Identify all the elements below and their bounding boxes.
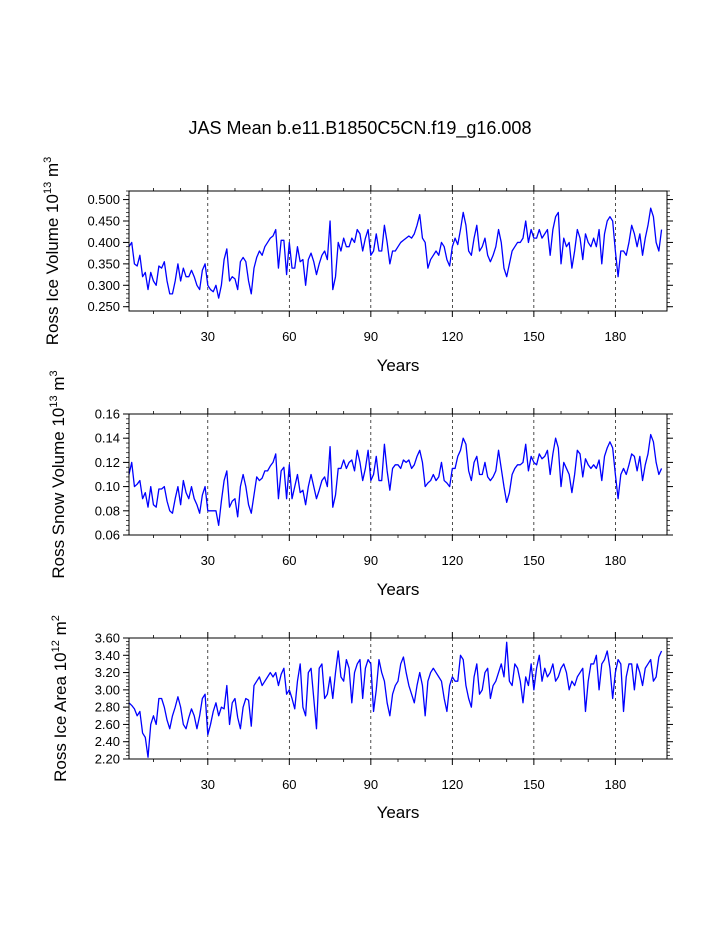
y-tick-label: 3.60 <box>95 631 120 646</box>
y-tick-label: 0.08 <box>95 503 120 518</box>
y-axis-label-superscript: 3 <box>42 157 54 163</box>
y-tick-label: 0.400 <box>87 235 120 250</box>
y-tick-label: 0.10 <box>95 479 120 494</box>
y-axis-label-superscript: 3 <box>48 370 60 376</box>
y-tick-label: 0.450 <box>87 214 120 229</box>
y-tick-label: 0.300 <box>87 278 120 293</box>
x-tick-label: 180 <box>605 553 627 568</box>
y-axis-label-text: Ross Snow Volume 10 <box>49 408 68 579</box>
figure-title: JAS Mean b.e11.B1850C5CN.f19_g16.008 <box>189 118 532 139</box>
y-axis-label: Ross Ice Area 1012 m2 <box>50 615 70 782</box>
y-axis-label: Ross Ice Volume 1013 m3 <box>42 157 62 345</box>
x-tick-label: 60 <box>282 777 296 792</box>
x-tick-label: 30 <box>201 329 215 344</box>
y-tick-label: 2.60 <box>95 717 120 732</box>
x-tick-label: 180 <box>605 329 627 344</box>
x-tick-label: 90 <box>364 553 378 568</box>
panel-ross-ice-area: 30 60 90 120 150 180 2.20 2.40 2.60 2.80 3.00 3.20 3… <box>50 615 673 822</box>
x-axis-label: Years <box>377 803 420 822</box>
y-axis-label-superscript: 13 <box>48 395 60 407</box>
panel-ross-snow-volume: 30 60 90 120 150 180 0.06 0.08 0.10 0.12 0.14 0.16 Y… <box>48 370 673 599</box>
y-axis-label-text: m <box>43 163 62 182</box>
x-tick-label: 60 <box>282 553 296 568</box>
x-tick-label: 120 <box>441 553 463 568</box>
y-axis-label-text: Ross Ice Area 10 <box>51 652 70 781</box>
series-line <box>128 641 663 758</box>
x-tick-label: 30 <box>201 553 215 568</box>
x-tick-label: 30 <box>201 777 215 792</box>
y-axis-label-superscript: 2 <box>50 615 62 621</box>
x-axis-label: Years <box>377 356 420 375</box>
y-tick-label: 0.16 <box>95 407 120 422</box>
y-axis-label: Ross Snow Volume 1013 m3 <box>48 370 68 578</box>
y-axis-label-superscript: 13 <box>42 182 54 194</box>
y-tick-label: 0.350 <box>87 256 120 271</box>
x-tick-label: 60 <box>282 329 296 344</box>
y-tick-label: 2.20 <box>95 752 120 767</box>
x-tick-label: 120 <box>441 329 463 344</box>
x-tick-label: 150 <box>523 329 545 344</box>
plot-frame <box>128 190 668 312</box>
y-axis-label-text: Ross Ice Volume 10 <box>43 194 62 345</box>
y-tick-label: 3.40 <box>95 648 120 663</box>
x-tick-label: 120 <box>441 777 463 792</box>
y-tick-label: 3.20 <box>95 665 120 680</box>
y-axis-label-text: m <box>49 376 68 395</box>
y-tick-label: 0.250 <box>87 299 120 314</box>
y-tick-label: 3.00 <box>95 682 120 697</box>
y-tick-label: 2.80 <box>95 700 120 715</box>
y-axis-label-superscript: 12 <box>50 640 62 652</box>
x-tick-label: 150 <box>523 777 545 792</box>
y-tick-label: 0.12 <box>95 455 120 470</box>
plot-frame <box>128 413 668 536</box>
series-line <box>128 433 663 526</box>
series-line <box>128 207 663 299</box>
panel-ross-ice-volume: 30 60 90 120 150 180 0.250 0.300 0.350 0.400 0.450… <box>42 157 673 375</box>
x-axis-label: Years <box>377 580 420 599</box>
x-tick-label: 90 <box>364 777 378 792</box>
y-tick-label: 0.500 <box>87 192 120 207</box>
y-tick-label: 0.14 <box>95 431 120 446</box>
y-tick-label: 0.06 <box>95 528 120 543</box>
x-tick-label: 90 <box>364 329 378 344</box>
y-tick-label: 2.40 <box>95 734 120 749</box>
x-tick-label: 150 <box>523 553 545 568</box>
x-tick-label: 180 <box>605 777 627 792</box>
y-axis-label-text: m <box>51 621 70 640</box>
